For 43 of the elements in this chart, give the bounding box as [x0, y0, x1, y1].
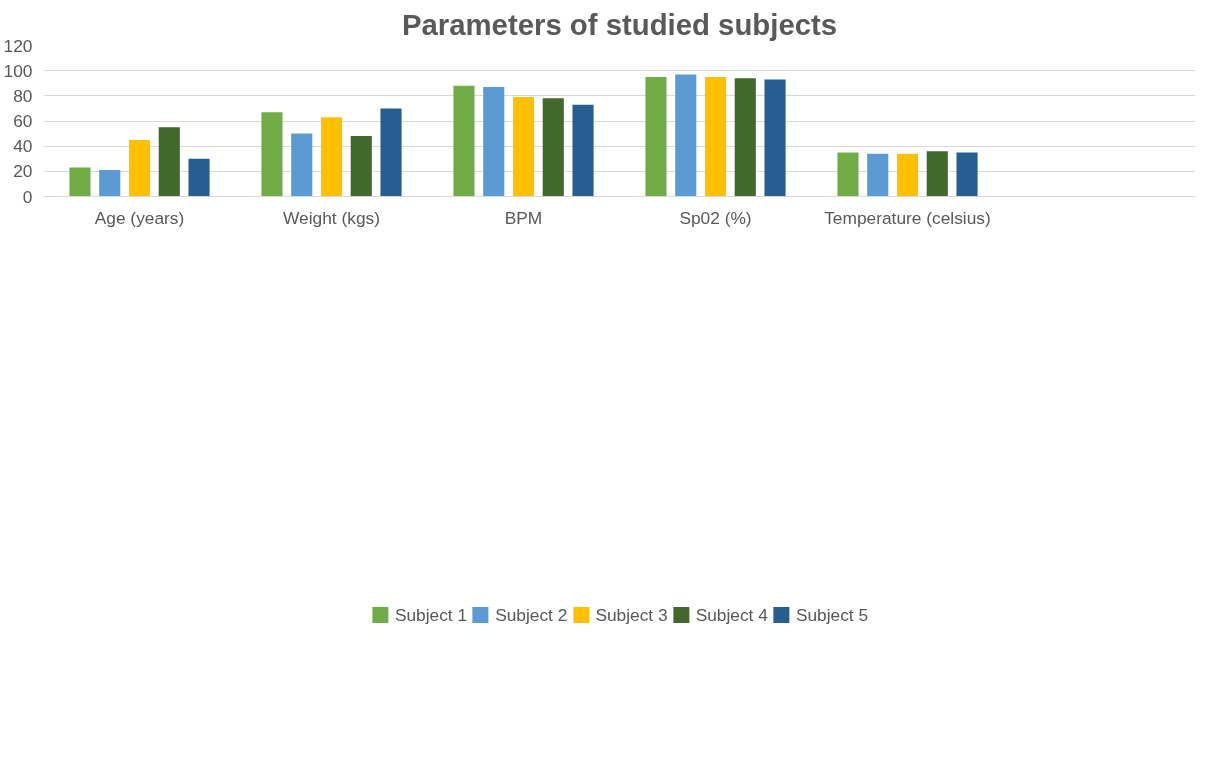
bar: [380, 108, 402, 197]
bar: [675, 74, 697, 197]
x-tick-label: Age (years): [94, 207, 185, 228]
y-tick-label: 100: [3, 60, 33, 81]
bar: [542, 98, 564, 197]
bar: [320, 117, 343, 197]
bar: [99, 170, 121, 197]
y-tick-label: 20: [13, 161, 33, 182]
bar: [764, 79, 786, 197]
bar: [734, 78, 756, 197]
bar: [645, 76, 667, 197]
bar: [896, 153, 919, 197]
bar: [483, 87, 505, 197]
bar: [158, 127, 180, 197]
y-tick-label: 60: [13, 111, 33, 131]
bar: [512, 97, 535, 197]
bar: [956, 152, 978, 197]
bar: [704, 76, 727, 197]
bar: [572, 104, 594, 197]
y-tick-label: 120: [3, 35, 33, 56]
y-tick-label: 0: [22, 186, 33, 207]
legend-label: Subject 2: [495, 604, 568, 626]
bar: [188, 158, 210, 197]
y-tick-label: 80: [13, 85, 33, 106]
x-tick-label: Weight (kgs): [283, 207, 380, 228]
y-tick-label: 40: [13, 136, 33, 157]
chart-title: Parameters of studied subjects: [401, 7, 838, 41]
bar: [261, 112, 283, 197]
bar: [69, 167, 91, 197]
bar: [867, 153, 889, 197]
bar: [350, 136, 372, 197]
bar: [453, 85, 475, 197]
bar: [291, 133, 313, 197]
bar: [926, 151, 948, 197]
legend-label: Subject 1: [394, 604, 468, 626]
x-tick-label: BPM: [504, 207, 543, 228]
x-tick-label: Temperature (celsius): [824, 207, 991, 228]
legend-label: Subject 4: [695, 604, 768, 626]
bar: [837, 152, 859, 197]
x-tick-label: Sp02 (%): [679, 207, 752, 228]
bar: [128, 139, 151, 197]
legend-label: Subject 3: [595, 604, 668, 626]
legend-label: Subject 5: [795, 604, 869, 626]
